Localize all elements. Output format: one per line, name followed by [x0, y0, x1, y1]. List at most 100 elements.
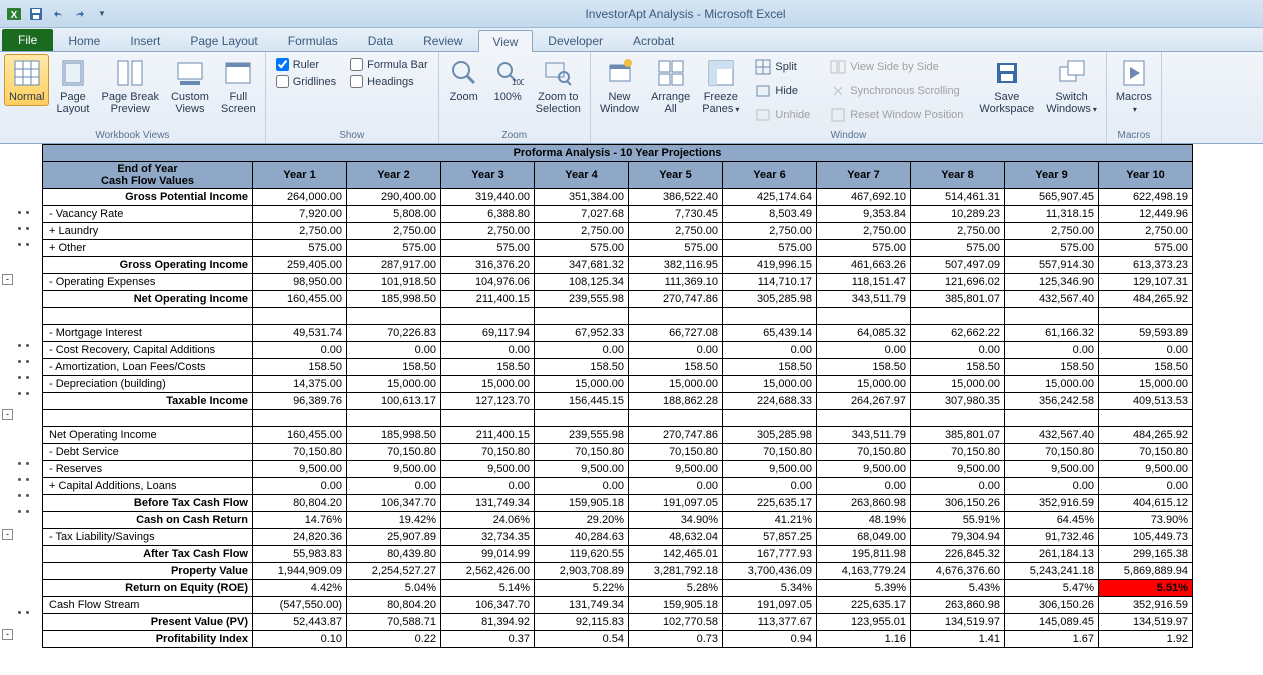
- data-cell[interactable]: 24.06%: [441, 512, 535, 529]
- data-cell[interactable]: 5.51%: [1099, 580, 1193, 597]
- row-label[interactable]: + Other: [43, 240, 253, 257]
- row-label[interactable]: Profitability Index: [43, 631, 253, 648]
- data-cell[interactable]: 5.04%: [347, 580, 441, 597]
- tab-data[interactable]: Data: [353, 29, 408, 51]
- data-cell[interactable]: 225,635.17: [723, 495, 817, 512]
- data-cell[interactable]: 404,615.12: [1099, 495, 1193, 512]
- data-cell[interactable]: 385,801.07: [911, 291, 1005, 308]
- page-break-preview-button[interactable]: Page Break Preview: [96, 54, 163, 118]
- data-cell[interactable]: 14,375.00: [253, 376, 347, 393]
- data-cell[interactable]: 40,284.63: [535, 529, 629, 546]
- save-button[interactable]: [26, 4, 46, 24]
- data-cell[interactable]: 575.00: [441, 240, 535, 257]
- row-label[interactable]: Taxable Income: [43, 393, 253, 410]
- data-cell[interactable]: 41.21%: [723, 512, 817, 529]
- row-label[interactable]: Net Operating Income: [43, 427, 253, 444]
- data-cell[interactable]: 263,860.98: [911, 597, 1005, 614]
- data-cell[interactable]: 158.50: [253, 359, 347, 376]
- data-cell[interactable]: 134,519.97: [1099, 614, 1193, 631]
- data-cell[interactable]: 382,116.95: [629, 257, 723, 274]
- data-cell[interactable]: 1,944,909.09: [253, 563, 347, 580]
- data-cell[interactable]: 15,000.00: [817, 376, 911, 393]
- data-cell[interactable]: 159,905.18: [535, 495, 629, 512]
- data-cell[interactable]: 386,522.40: [629, 189, 723, 206]
- file-tab[interactable]: File: [2, 29, 53, 51]
- normal-view-button[interactable]: Normal: [4, 54, 49, 106]
- data-cell[interactable]: 62,662.22: [911, 325, 1005, 342]
- data-cell[interactable]: 575.00: [911, 240, 1005, 257]
- data-cell[interactable]: 185,998.50: [347, 427, 441, 444]
- data-cell[interactable]: 49,531.74: [253, 325, 347, 342]
- data-cell[interactable]: 613,373.23: [1099, 257, 1193, 274]
- data-cell[interactable]: 111,369.10: [629, 274, 723, 291]
- excel-app-icon[interactable]: X: [4, 4, 24, 24]
- data-cell[interactable]: 9,353.84: [817, 206, 911, 223]
- outline-toggle[interactable]: -: [2, 274, 13, 285]
- data-cell[interactable]: 70,226.83: [347, 325, 441, 342]
- data-cell[interactable]: 264,267.97: [817, 393, 911, 410]
- data-cell[interactable]: 575.00: [817, 240, 911, 257]
- data-cell[interactable]: 2,750.00: [817, 223, 911, 240]
- data-cell[interactable]: 191,097.05: [629, 495, 723, 512]
- data-cell[interactable]: 81,394.92: [441, 614, 535, 631]
- data-cell[interactable]: 9,500.00: [1099, 461, 1193, 478]
- data-cell[interactable]: 15,000.00: [1005, 376, 1099, 393]
- data-cell[interactable]: 48,632.04: [629, 529, 723, 546]
- data-cell[interactable]: 15,000.00: [629, 376, 723, 393]
- data-cell[interactable]: 0.00: [1005, 342, 1099, 359]
- proforma-table[interactable]: Proforma Analysis - 10 Year Projections …: [42, 144, 1193, 648]
- data-cell[interactable]: 121,696.02: [911, 274, 1005, 291]
- data-cell[interactable]: 5,869,889.94: [1099, 563, 1193, 580]
- data-cell[interactable]: 2,750.00: [1005, 223, 1099, 240]
- data-cell[interactable]: 158.50: [347, 359, 441, 376]
- data-cell[interactable]: 263,860.98: [817, 495, 911, 512]
- data-cell[interactable]: 59,593.89: [1099, 325, 1193, 342]
- data-cell[interactable]: 188,862.28: [629, 393, 723, 410]
- row-label[interactable]: Cash Flow Stream: [43, 597, 253, 614]
- data-cell[interactable]: 0.22: [347, 631, 441, 648]
- data-cell[interactable]: 0.00: [911, 478, 1005, 495]
- data-cell[interactable]: 67,952.33: [535, 325, 629, 342]
- data-cell[interactable]: 191,097.05: [723, 597, 817, 614]
- row-label[interactable]: Gross Potential Income: [43, 189, 253, 206]
- data-cell[interactable]: 2,750.00: [1099, 223, 1193, 240]
- row-label[interactable]: Return on Equity (ROE): [43, 580, 253, 597]
- data-cell[interactable]: 419,996.15: [723, 257, 817, 274]
- data-cell[interactable]: 167,777.93: [723, 546, 817, 563]
- data-cell[interactable]: 0.37: [441, 631, 535, 648]
- data-cell[interactable]: 225,635.17: [817, 597, 911, 614]
- data-cell[interactable]: 2,254,527.27: [347, 563, 441, 580]
- data-cell[interactable]: 160,455.00: [253, 427, 347, 444]
- data-cell[interactable]: 484,265.92: [1099, 291, 1193, 308]
- data-cell[interactable]: 5.22%: [535, 580, 629, 597]
- data-cell[interactable]: 55.91%: [911, 512, 1005, 529]
- undo-button[interactable]: [48, 4, 68, 24]
- data-cell[interactable]: 15,000.00: [347, 376, 441, 393]
- data-cell[interactable]: 105,449.73: [1099, 529, 1193, 546]
- data-cell[interactable]: 226,845.32: [911, 546, 1005, 563]
- data-cell[interactable]: 15,000.00: [1099, 376, 1193, 393]
- data-cell[interactable]: 131,749.34: [441, 495, 535, 512]
- tab-developer[interactable]: Developer: [533, 29, 618, 51]
- data-cell[interactable]: 104,976.06: [441, 274, 535, 291]
- data-cell[interactable]: 68,049.00: [817, 529, 911, 546]
- data-cell[interactable]: 158.50: [1099, 359, 1193, 376]
- data-cell[interactable]: 351,384.00: [535, 189, 629, 206]
- outline-toggle[interactable]: -: [2, 629, 13, 640]
- row-label[interactable]: - Reserves: [43, 461, 253, 478]
- data-cell[interactable]: 0.00: [1099, 342, 1193, 359]
- data-cell[interactable]: 1.41: [911, 631, 1005, 648]
- row-label[interactable]: - Cost Recovery, Capital Additions: [43, 342, 253, 359]
- data-cell[interactable]: 15,000.00: [535, 376, 629, 393]
- data-cell[interactable]: 158.50: [535, 359, 629, 376]
- custom-views-button[interactable]: Custom Views: [166, 54, 214, 118]
- data-cell[interactable]: 0.00: [535, 478, 629, 495]
- data-cell[interactable]: 70,150.80: [347, 444, 441, 461]
- data-cell[interactable]: 0.00: [817, 478, 911, 495]
- switch-windows-button[interactable]: Switch Windows▾: [1041, 54, 1102, 119]
- outline-toggle[interactable]: -: [2, 409, 13, 420]
- data-cell[interactable]: 101,918.50: [347, 274, 441, 291]
- data-cell[interactable]: 461,663.26: [817, 257, 911, 274]
- tab-view[interactable]: View: [478, 30, 534, 52]
- data-cell[interactable]: 15,000.00: [911, 376, 1005, 393]
